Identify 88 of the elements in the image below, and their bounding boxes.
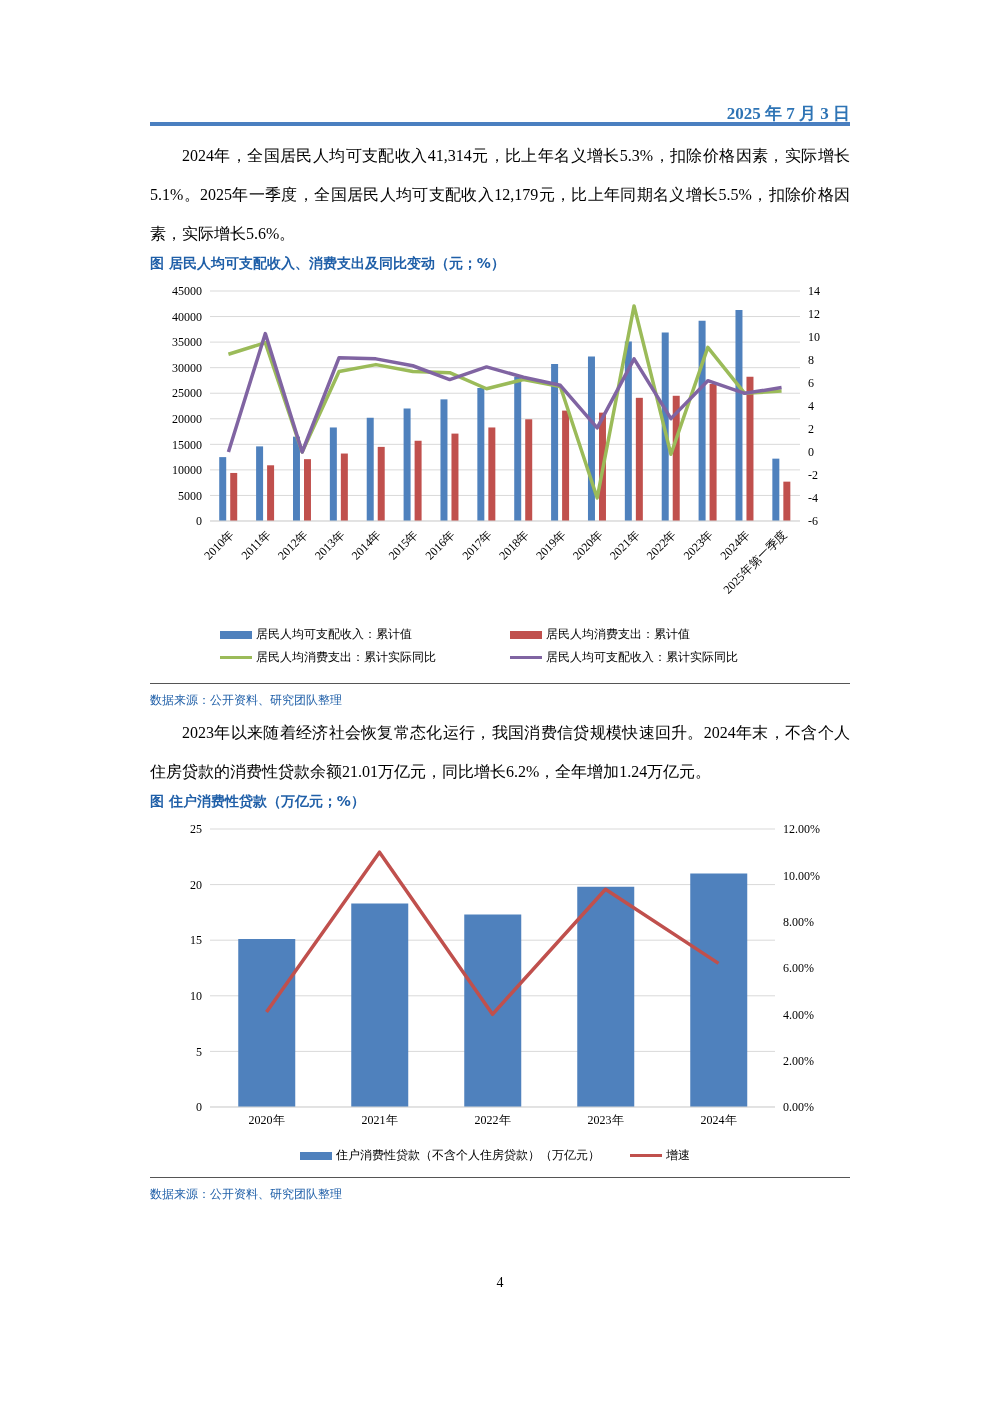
bar xyxy=(783,481,791,521)
y2-tick-label: 6 xyxy=(808,376,814,391)
y-tick-label: 0 xyxy=(196,514,202,529)
y-tick-label: 10000 xyxy=(172,463,202,478)
bar xyxy=(414,440,422,521)
y2-tick-label: 4 xyxy=(808,399,814,414)
y2-tick-label: 2 xyxy=(808,422,814,437)
x-tick-label: 2022年 xyxy=(474,1112,511,1127)
bar xyxy=(551,364,559,521)
bar xyxy=(351,903,409,1107)
y2-tick-label: 8 xyxy=(808,353,814,368)
y-tick-label: 15 xyxy=(190,933,202,948)
bar xyxy=(329,427,337,521)
bar xyxy=(635,397,643,521)
bar xyxy=(340,453,348,521)
y-tick-label: 25000 xyxy=(172,386,202,401)
source-note: 数据来源：公开资料、研究团队整理 xyxy=(150,1177,850,1203)
chart-title: 图 住户消费性贷款（万亿元；%） xyxy=(150,793,366,811)
y-tick-label: 35000 xyxy=(172,335,202,350)
y2-tick-label: 0.00% xyxy=(783,1100,814,1115)
legend-label: 增速 xyxy=(666,1147,690,1164)
legend-label: 居民人均消费支出：累计实际同比 xyxy=(256,649,436,666)
y-tick-label: 45000 xyxy=(172,284,202,299)
x-tick-label: 2020年 xyxy=(248,1112,285,1127)
y-tick-label: 20000 xyxy=(172,412,202,427)
bar xyxy=(219,457,227,521)
y2-tick-label: 10 xyxy=(808,330,820,345)
x-tick-label: 2023年 xyxy=(587,1112,624,1127)
chart-title: 图 居民人均可支配收入、消费支出及同比变动（元；%） xyxy=(150,255,506,273)
bar xyxy=(772,458,780,521)
bar xyxy=(477,388,485,521)
source-note: 数据来源：公开资料、研究团队整理 xyxy=(150,683,850,709)
y2-tick-label: -2 xyxy=(808,468,818,483)
line-series xyxy=(226,331,784,454)
bar xyxy=(303,459,311,521)
y2-tick-label: 12.00% xyxy=(783,822,820,837)
y2-tick-label: 4.00% xyxy=(783,1007,814,1022)
bar xyxy=(690,873,748,1107)
bar xyxy=(562,410,570,521)
bar xyxy=(292,436,300,521)
bar xyxy=(464,914,522,1107)
bar xyxy=(366,417,374,521)
y2-tick-label: 14 xyxy=(808,284,820,299)
y2-tick-label: -4 xyxy=(808,491,818,506)
legend-label: 居民人均消费支出：累计值 xyxy=(546,626,690,643)
y-tick-label: 15000 xyxy=(172,437,202,452)
bar xyxy=(577,886,635,1107)
line-series xyxy=(264,850,721,1017)
y2-tick-label: 6.00% xyxy=(783,961,814,976)
y2-tick-label: 2.00% xyxy=(783,1053,814,1068)
y-tick-label: 10 xyxy=(190,989,202,1004)
y2-tick-label: 8.00% xyxy=(783,914,814,929)
legend-label: 居民人均可支配收入：累计实际同比 xyxy=(546,649,738,666)
text: 4 xyxy=(495,1275,505,1291)
y-tick-label: 5000 xyxy=(178,488,202,503)
x-tick-label: 2021年 xyxy=(361,1112,398,1127)
text: 2024年，全国居民人均可支配收入41,314元，比上年名义增长5.3%，扣除价格因素，实际增长5.1%。2025年一季度，全国居民人均可支配收入12,179元，比上年同期名义增长5.5%，扣除价格因素，实际增长5.6%。 xyxy=(150,147,851,242)
bar xyxy=(403,408,411,521)
bar xyxy=(746,376,754,521)
text: 2025 年 7 月 3 日 xyxy=(726,103,850,125)
bar xyxy=(698,320,706,521)
y-tick-label: 5 xyxy=(196,1044,202,1059)
bar xyxy=(256,446,264,521)
y-tick-label: 30000 xyxy=(172,360,202,375)
bar xyxy=(488,427,496,521)
bar xyxy=(735,309,743,521)
y2-tick-label: -6 xyxy=(808,514,818,529)
y-tick-label: 20 xyxy=(190,877,202,892)
bar xyxy=(451,433,459,521)
text: 2023年以来随着经济社会恢复常态化运行，我国消费信贷规模快速回升。2024年末，不含个人住房贷款的消费性贷款余额21.01万亿元，同比增长6.2%，全年增加1.24万亿元。 xyxy=(150,724,850,780)
bar xyxy=(377,446,385,521)
y2-tick-label: 10.00% xyxy=(783,868,820,883)
bar xyxy=(440,399,448,521)
x-tick-label: 2024年 xyxy=(700,1112,737,1127)
y2-tick-label: 12 xyxy=(808,307,820,322)
y-tick-label: 40000 xyxy=(172,309,202,324)
bar xyxy=(267,465,275,521)
bar xyxy=(238,939,296,1107)
y2-tick-label: 0 xyxy=(808,445,814,460)
y-tick-label: 25 xyxy=(190,822,202,837)
legend-label: 住户消费性贷款（不含个人住房贷款）（万亿元） xyxy=(336,1147,600,1164)
bar xyxy=(230,472,238,521)
bar xyxy=(514,376,522,521)
y-tick-label: 0 xyxy=(196,1100,202,1115)
bar xyxy=(525,419,533,521)
legend-label: 居民人均可支配收入：累计值 xyxy=(256,626,412,643)
bar xyxy=(709,384,717,521)
bar xyxy=(624,341,632,521)
